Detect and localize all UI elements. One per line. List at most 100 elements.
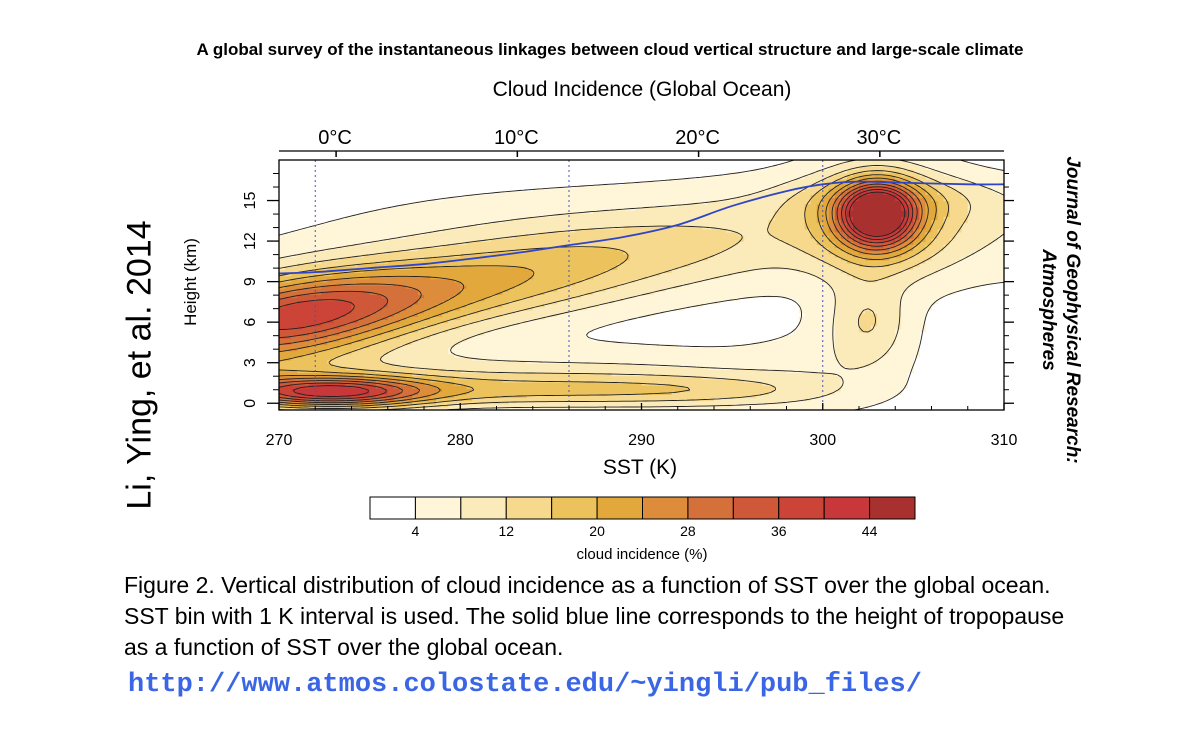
heatmap-cell-895 bbox=[363, 213, 371, 217]
heatmap-cell-2363 bbox=[496, 216, 504, 220]
heatmap-cell-3813 bbox=[623, 238, 631, 242]
heatmap-cell-3783 bbox=[623, 356, 631, 361]
heatmap-cell-153 bbox=[291, 281, 298, 286]
heatmap-cell-4273 bbox=[665, 191, 673, 195]
heatmap-cell-4480 bbox=[689, 356, 697, 361]
heatmap-cell-3117 bbox=[562, 281, 570, 286]
heatmap-cell-2935 bbox=[550, 406, 558, 410]
heatmap-cell-481 bbox=[327, 353, 334, 358]
heatmap-cell-1338 bbox=[405, 241, 413, 245]
heatmap-cell-3503 bbox=[599, 400, 606, 405]
heatmap-cell-2568 bbox=[514, 231, 522, 236]
heatmap-cell-2397 bbox=[502, 328, 510, 333]
heatmap-cell-516 bbox=[327, 244, 334, 249]
heatmap-cell-4214 bbox=[659, 181, 667, 186]
heatmap-cell-2468 bbox=[508, 325, 516, 330]
heatmap-cell-555 bbox=[333, 310, 341, 314]
heatmap-cell-4570 bbox=[695, 225, 703, 230]
heatmap-cell-883 bbox=[363, 250, 371, 255]
heatmap-cell-2910 bbox=[544, 263, 552, 267]
heatmap-cell-2079 bbox=[472, 241, 479, 245]
heatmap-cell-2853 bbox=[538, 219, 546, 224]
heatmap-cell-3461 bbox=[593, 306, 600, 311]
heatmap-cell-3379 bbox=[587, 356, 594, 361]
heatmap-cell-112 bbox=[285, 231, 292, 236]
heatmap-cell-3407 bbox=[587, 263, 594, 267]
heatmap-cell-443 bbox=[321, 285, 328, 289]
heatmap-cell-3482 bbox=[593, 241, 600, 245]
heatmap-cell-3676 bbox=[611, 260, 618, 264]
heatmap-cell-3082 bbox=[562, 391, 570, 395]
heatmap-cell-2493 bbox=[508, 247, 516, 252]
heatmap-cell-1016 bbox=[375, 231, 383, 236]
heatmap-cell-519 bbox=[327, 235, 334, 239]
heatmap-cell-639 bbox=[339, 238, 347, 242]
heatmap-cell-385 bbox=[315, 281, 322, 286]
heatmap-cell-3017 bbox=[556, 372, 564, 377]
heatmap-cell-1738 bbox=[442, 241, 449, 245]
heatmap-cell-1634 bbox=[436, 356, 443, 361]
heatmap-cell-3439 bbox=[593, 388, 600, 392]
heatmap-cell-2002 bbox=[466, 266, 473, 270]
heatmap-cell-4562 bbox=[695, 250, 703, 255]
heatmap-cell-4503 bbox=[689, 244, 697, 249]
heatmap-cell-166 bbox=[291, 241, 298, 245]
heatmap-cell-1628 bbox=[436, 375, 443, 380]
heatmap-cell-4259 bbox=[665, 235, 673, 239]
heatmap-cell-777 bbox=[357, 385, 365, 389]
heatmap-cell-1813 bbox=[448, 219, 455, 224]
heatmap-cell-2549 bbox=[514, 291, 522, 295]
heatmap-cell-3417 bbox=[587, 231, 594, 236]
heatmap-cell-3149 bbox=[569, 403, 576, 408]
heatmap-cell-1009 bbox=[375, 253, 383, 258]
heatmap-cell-3369 bbox=[587, 388, 594, 392]
heatmap-cell-181 bbox=[297, 372, 304, 377]
heatmap-cell-3592 bbox=[605, 316, 612, 320]
heatmap-cell-1963 bbox=[466, 388, 473, 392]
heatmap-cell-1939 bbox=[460, 250, 467, 255]
heatmap-cell-1041 bbox=[381, 353, 389, 358]
heatmap-cell-3919 bbox=[635, 310, 643, 314]
heatmap-cell-2237 bbox=[490, 394, 498, 399]
heatmap-cell-2285 bbox=[490, 244, 498, 249]
heatmap-cell-3832 bbox=[629, 406, 637, 410]
heatmap-cell-1390 bbox=[411, 285, 419, 289]
heatmap-cell-51 bbox=[279, 247, 286, 252]
heatmap-cell-788 bbox=[357, 350, 365, 355]
heatmap-cell-2319 bbox=[496, 353, 504, 358]
heatmap-cell-4534 bbox=[695, 378, 703, 383]
heatmap-cell-4116 bbox=[653, 291, 661, 295]
heatmap-cell-2978 bbox=[550, 272, 558, 277]
heatmap-cell-4476 bbox=[689, 369, 697, 374]
heatmap-cell-4328 bbox=[671, 216, 679, 220]
heatmap-cell-1109 bbox=[387, 344, 395, 349]
heatmap-cell-1047 bbox=[381, 335, 389, 339]
heatmap-cell-811 bbox=[357, 278, 365, 283]
heatmap-cell-2740 bbox=[532, 350, 540, 355]
heatmap-cell-2145 bbox=[478, 250, 486, 255]
heatmap-cell-2523 bbox=[514, 372, 522, 377]
heatmap-cell-1996 bbox=[466, 285, 473, 289]
heatmap-cell-1714 bbox=[442, 316, 449, 320]
heatmap-cell-3406 bbox=[587, 266, 594, 270]
heatmap-cell-561 bbox=[333, 291, 341, 295]
heatmap-cell-59 bbox=[285, 397, 292, 402]
heatmap-cell-4077 bbox=[647, 216, 655, 220]
heatmap-cell-190 bbox=[297, 344, 304, 349]
heatmap-cell-3771 bbox=[623, 394, 631, 399]
heatmap-cell-2259 bbox=[490, 325, 498, 330]
heatmap-cell-798 bbox=[357, 319, 365, 324]
heatmap-cell-921 bbox=[369, 328, 377, 333]
heatmap-cell-4504 bbox=[689, 241, 697, 245]
heatmap-cell-2413 bbox=[502, 278, 510, 283]
heatmap-cell-3231 bbox=[575, 369, 582, 374]
heatmap-cell-3505 bbox=[599, 394, 606, 399]
heatmap-cell-2698 bbox=[526, 263, 534, 267]
heatmap-cell-2345 bbox=[496, 272, 504, 277]
heatmap-cell-1341 bbox=[405, 231, 413, 236]
heatmap-cell-953 bbox=[369, 228, 377, 233]
heatmap-cell-1055 bbox=[381, 310, 389, 314]
heatmap-cell-866 bbox=[363, 303, 371, 308]
heatmap-cell-3718 bbox=[617, 353, 624, 358]
heatmap-cell-3395 bbox=[587, 300, 594, 305]
